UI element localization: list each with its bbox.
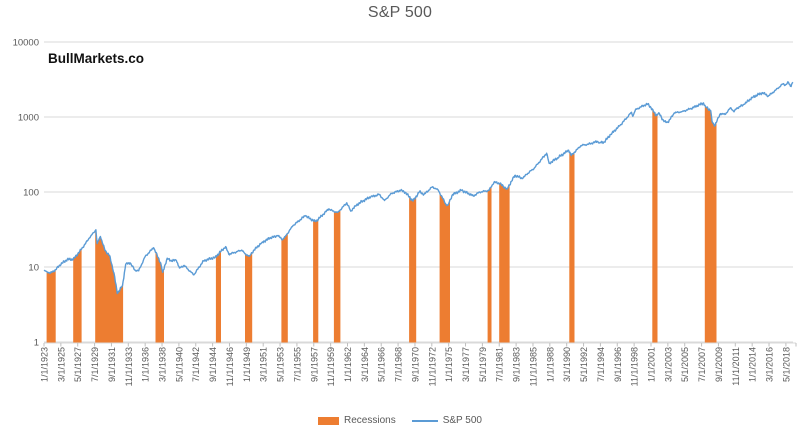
recession-bar [439,192,450,343]
x-tick-label: 3/1/2016 [765,347,775,382]
x-tick-label: 1/1/1975 [444,347,454,382]
x-tick-label: 3/1/1990 [562,347,572,382]
recession-bar [499,183,510,343]
watermark-bullmarkets: BullMarkets.co [48,51,145,66]
x-tick-label: 11/1/1998 [630,347,640,386]
x-tick-label: 3/1/1964 [360,347,370,382]
legend-entry-sp500: S&P 500 [411,415,482,426]
x-tick-label: 7/1/1981 [495,347,505,382]
chart-title: S&P 500 [367,4,433,21]
recession-bar [281,233,288,343]
x-tick-label: 11/1/1985 [528,347,538,386]
recession-bar [704,105,717,343]
x-tick-label: 11/1/1972 [427,347,437,386]
x-tick-label: 11/1/1933 [124,347,134,386]
y-tick-label: 1000 [18,113,39,124]
recession-bar [95,229,124,343]
x-tick-label: 9/1/1996 [613,347,623,382]
recession-bar [313,219,319,343]
x-tick-label: 5/1/1979 [478,347,488,382]
x-tick-label: 5/1/1927 [73,347,83,382]
x-tick-label: 7/1/1929 [90,347,100,382]
x-tick-label: 1/1/1923 [40,347,50,382]
recession-bar [569,152,575,343]
recession-bar [333,209,341,343]
recession-bar [46,269,56,343]
recession-bar [73,249,82,343]
x-tick-label: 9/1/2009 [714,347,724,382]
x-tick-label: 3/1/1938 [158,347,168,382]
x-tick-label: 5/1/2005 [680,347,690,382]
x-tick-label: 3/1/1977 [461,347,471,382]
x-tick-label: 9/1/1957 [309,347,319,382]
recessions-swatch-icon [318,416,339,425]
legend-label-sp500: S&P 500 [442,415,482,426]
y-tick-label: 10000 [13,38,39,49]
x-tick-label: 5/1/1940 [174,347,184,382]
x-tick-label: 1/1/1962 [343,347,353,382]
x-tick-label: 9/1/1944 [208,347,218,382]
x-tick-label: 1/1/2001 [646,347,656,382]
x-tick-label: 7/1/1955 [292,347,302,382]
legend-entry-recessions: Recessions [318,415,396,426]
x-tick-label: 9/1/1970 [410,347,420,382]
recession-bar [487,186,492,343]
x-tick-label: 3/1/1925 [56,347,66,382]
x-tick-label: 3/1/2003 [663,347,673,382]
x-tick-label: 11/1/1959 [326,347,336,386]
x-tick-label: 1/1/1936 [141,347,151,382]
x-tick-label: 9/1/1983 [512,347,522,382]
x-tick-label: 7/1/1994 [596,347,606,382]
x-tick-label: 5/1/1953 [276,347,286,382]
x-tick-label: 3/1/1951 [259,347,269,382]
y-tick-label: 100 [23,188,39,199]
x-tick-label: 1/1/2014 [748,347,758,382]
x-tick-label: 5/1/2018 [781,347,791,382]
legend-label-recessions: Recessions [344,415,396,426]
recession-bar [155,252,164,343]
x-tick-label: 5/1/1966 [377,347,387,382]
x-tick-label: 1/1/1949 [242,347,252,382]
y-tick-label: 1 [34,338,39,349]
chart-legend: Recessions S&P 500 [0,415,800,426]
x-tick-label: 7/1/2007 [697,347,707,382]
x-tick-label: 11/1/2011 [731,347,741,386]
sp500-line [43,81,794,295]
recession-bar [245,252,253,343]
x-tick-label: 9/1/1931 [107,347,117,382]
x-tick-label: 5/1/1992 [579,347,589,382]
x-tick-label: 1/1/1988 [545,347,555,382]
sp500-line-swatch-icon [411,419,438,422]
recession-bar [409,196,417,343]
x-tick-label: 7/1/1968 [394,347,404,382]
recession-bar [215,251,221,343]
x-tick-label: 7/1/1942 [191,347,201,382]
y-tick-label: 10 [28,263,39,274]
recession-bar [652,108,658,344]
x-tick-label: 11/1/1946 [225,347,235,386]
